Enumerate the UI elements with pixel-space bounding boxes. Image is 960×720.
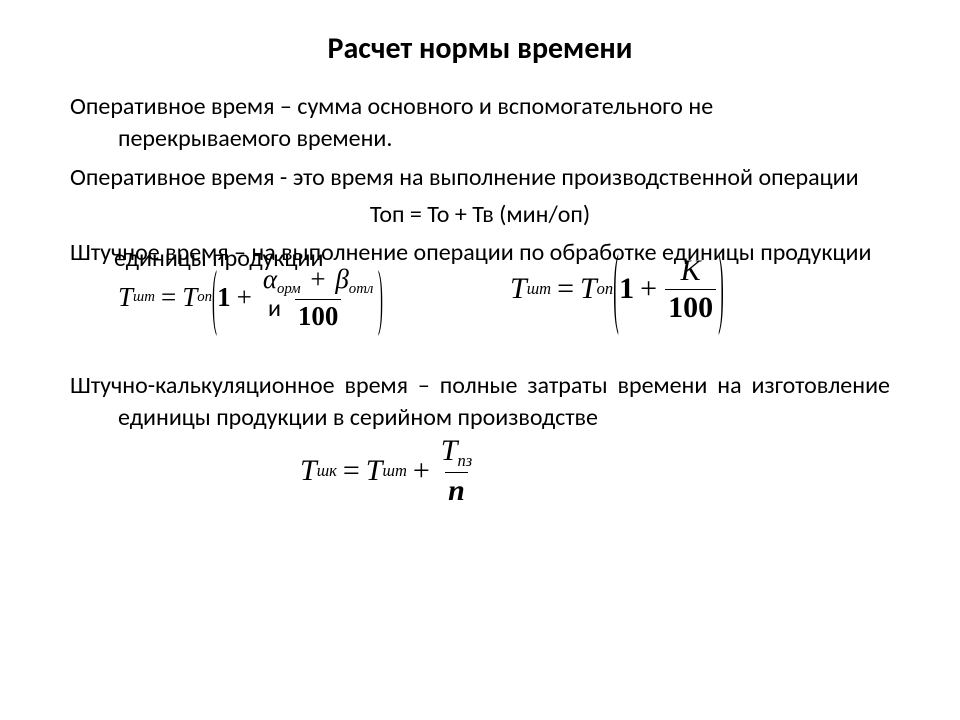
sub-shk: шк <box>317 461 337 481</box>
connector-and: и <box>268 294 281 323</box>
paragraph-4: Штучно-калькуляционное время – полные за… <box>70 370 890 435</box>
sub-otl: отл <box>349 281 374 297</box>
sym-one: 1 <box>217 282 231 313</box>
slide-root: Расчет нормы времени Оперативное время –… <box>0 0 960 524</box>
slide-title: Расчет нормы времени <box>70 30 890 67</box>
sym-plus: + <box>231 282 258 313</box>
den-100-b: 100 <box>665 289 716 325</box>
formula-tsht-k: Tшт = Tоп ( 1 + K 100 ) <box>510 254 724 325</box>
sub-pz: пз <box>457 451 472 470</box>
equation-top: Топ = То + Тв (мин/оп) <box>70 200 890 229</box>
sym-beta: β <box>335 264 348 294</box>
den-100-a: 100 <box>295 299 342 332</box>
paragraph-2: Оперативное время - это время на выполне… <box>70 162 890 194</box>
sym-T: T <box>118 282 133 313</box>
den-n: n <box>445 472 468 508</box>
sym-K: K <box>678 254 704 289</box>
overlap-text-prod: единицы продукции <box>114 244 323 273</box>
formula-shk: Tшк = Tшт + Tпз n <box>70 434 890 504</box>
sym-eq: = <box>155 282 182 313</box>
sub-sht: шт <box>133 289 155 306</box>
formula-row-piece-time: единицы продукции Tшт = Tоп ( 1 + αорм +… <box>70 268 890 340</box>
sym-T2: T <box>182 282 197 313</box>
paragraph-1: Оперативное время – сумма основного и вс… <box>70 91 890 156</box>
sub-op: оп <box>197 289 212 306</box>
formula-tsht-alpha-beta: Tшт = Tоп ( 1 + αорм + βотл 100 ) <box>118 264 383 332</box>
